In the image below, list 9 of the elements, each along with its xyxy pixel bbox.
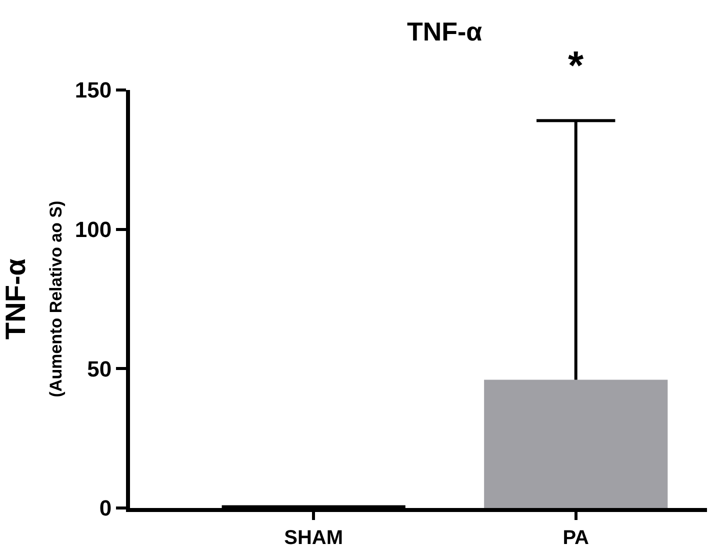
- y-axis-title: TNF-α (Aumento Relativo ao S): [0, 200, 66, 398]
- text: *: [568, 44, 584, 88]
- x-tick-label: PA: [562, 527, 590, 549]
- y-tick-label: 100: [74, 217, 112, 242]
- y-tick-label: 0: [99, 496, 112, 521]
- x-tick-label: SHAM: [284, 527, 344, 549]
- y-tick-label: 150: [74, 78, 112, 103]
- y-tick-label: 50: [87, 356, 112, 382]
- chart-title: TNF-α: [406, 16, 482, 47]
